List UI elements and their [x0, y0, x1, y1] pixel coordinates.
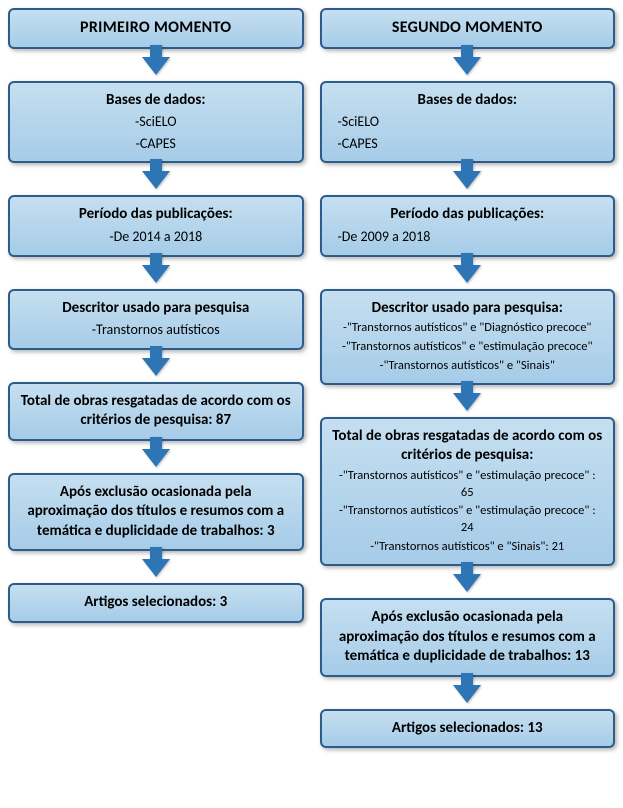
arrow-icon	[453, 677, 481, 709]
box-exclusao-2: Após exclusão ocasionada pela aproximaçã…	[320, 598, 616, 677]
box-bases-dados-1: Bases de dados: -SciELO -CAPES	[8, 81, 304, 164]
box-line: -De 2014 a 2018	[20, 227, 292, 247]
box-line: -"Transtornos autísticos" e "Sinais"	[332, 358, 604, 375]
box-exclusao-1: Após exclusão ocasionada pela aproximaçã…	[8, 473, 304, 552]
header-title: SEGUNDO MOMENTO	[332, 18, 604, 39]
box-line: -"Transtornos autísticos" e "estimulação…	[332, 468, 604, 502]
box-periodo-2: Período das publicações: -De 2009 a 2018	[320, 195, 616, 256]
box-descritor-1: Descritor usado para pesquisa -Transtorn…	[8, 289, 304, 350]
arrow-icon	[142, 257, 170, 289]
arrow-icon	[142, 350, 170, 382]
arrow-icon	[453, 385, 481, 417]
header-segundo: SEGUNDO MOMENTO	[320, 8, 616, 49]
box-title: Descritor usado para pesquisa:	[332, 299, 604, 319]
column-primeiro-momento: PRIMEIRO MOMENTO Bases de dados: -SciELO…	[8, 8, 304, 623]
arrow-icon	[142, 49, 170, 81]
box-line: -"Transtornos autísticos" e "Diagnóstico…	[332, 320, 604, 337]
box-line: -SciELO	[20, 112, 292, 132]
box-line: -SciELO	[332, 112, 604, 132]
box-selecionados-1: Artigos selecionados: 3	[8, 583, 304, 623]
box-title: Artigos selecionados: 3	[20, 593, 292, 613]
box-total-obras-2: Total de obras resgatadas de acordo com …	[320, 417, 616, 566]
box-title: Artigos selecionados: 13	[332, 719, 604, 739]
box-line: -De 2009 a 2018	[332, 227, 604, 247]
box-total-obras-1: Total de obras resgatadas de acordo com …	[8, 382, 304, 441]
arrow-icon	[453, 257, 481, 289]
header-primeiro: PRIMEIRO MOMENTO	[8, 8, 304, 49]
box-title: Após exclusão ocasionada pela aproximaçã…	[20, 483, 292, 542]
arrow-icon	[453, 566, 481, 598]
column-segundo-momento: SEGUNDO MOMENTO Bases de dados: -SciELO …	[320, 8, 616, 748]
box-title: Período das publicações:	[332, 205, 604, 225]
box-bases-dados-2: Bases de dados: -SciELO -CAPES	[320, 81, 616, 164]
box-line: -CAPES	[332, 134, 604, 154]
box-title: Descritor usado para pesquisa	[20, 299, 292, 319]
box-descritor-2: Descritor usado para pesquisa: -"Transto…	[320, 289, 616, 385]
arrow-icon	[142, 441, 170, 473]
header-title: PRIMEIRO MOMENTO	[20, 18, 292, 39]
box-line: -CAPES	[20, 134, 292, 154]
flowchart-container: PRIMEIRO MOMENTO Bases de dados: -SciELO…	[8, 8, 615, 748]
box-title: Bases de dados:	[332, 91, 604, 111]
box-periodo-1: Período das publicações: -De 2014 a 2018	[8, 195, 304, 256]
box-line: -"Transtornos autísticos" e "estimulação…	[332, 339, 604, 356]
box-line: -Transtornos autísticos	[20, 320, 292, 340]
arrow-icon	[142, 163, 170, 195]
arrow-icon	[142, 551, 170, 583]
arrow-icon	[453, 49, 481, 81]
arrow-icon	[453, 163, 481, 195]
box-line: -"Transtornos autísticos" e "estimulação…	[332, 503, 604, 537]
box-title: Bases de dados:	[20, 91, 292, 111]
box-line: -"Transtornos autísticos" e "Sinais": 21	[332, 539, 604, 556]
box-title: Total de obras resgatadas de acordo com …	[332, 427, 604, 466]
box-selecionados-2: Artigos selecionados: 13	[320, 709, 616, 749]
box-title: Total de obras resgatadas de acordo com …	[20, 392, 292, 431]
box-title: Período das publicações:	[20, 205, 292, 225]
box-title: Após exclusão ocasionada pela aproximaçã…	[332, 608, 604, 667]
